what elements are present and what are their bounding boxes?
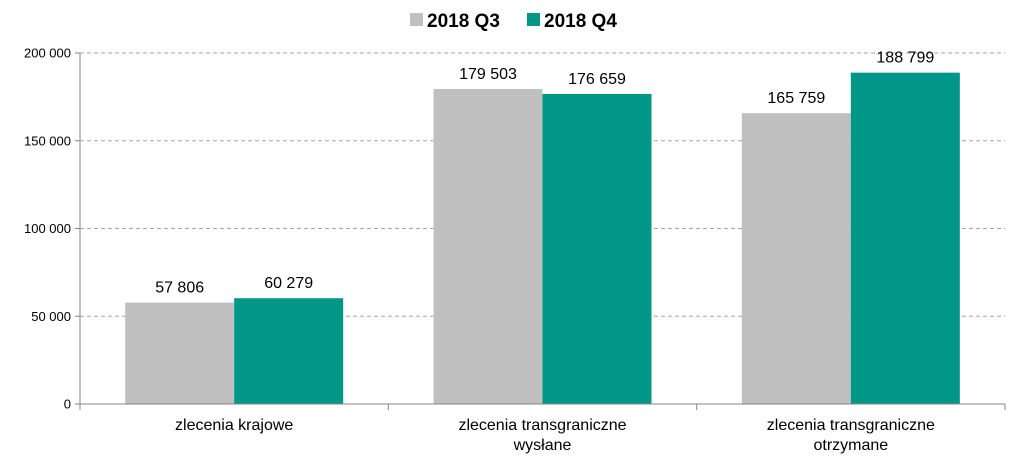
x-category-label: zlecenia transgraniczne bbox=[767, 417, 935, 434]
data-label: 179 503 bbox=[459, 66, 517, 83]
labels: 0 50 000 100 000 150 000 200 000 57 806 60 279… bbox=[24, 46, 935, 455]
legend-swatch bbox=[527, 13, 540, 26]
x-category-label: zlecenia transgraniczne bbox=[458, 417, 626, 434]
y-tick-label: 0 bbox=[64, 397, 71, 412]
y-tick-label: 50 000 bbox=[31, 309, 71, 324]
x-category-label: otrzymane bbox=[813, 437, 888, 454]
bar bbox=[125, 302, 235, 404]
data-label: 60 279 bbox=[264, 275, 313, 292]
axes bbox=[75, 52, 1006, 410]
legend-label: 2018 Q3 bbox=[427, 11, 500, 32]
bar bbox=[234, 298, 344, 404]
y-tick-label: 150 000 bbox=[24, 133, 71, 148]
bar bbox=[741, 113, 851, 404]
bar bbox=[542, 93, 652, 405]
data-label: 57 806 bbox=[155, 280, 204, 297]
legend-label: 2018 Q4 bbox=[544, 11, 617, 32]
legend-swatch bbox=[410, 13, 423, 26]
bar bbox=[850, 72, 960, 405]
y-tick-label: 200 000 bbox=[24, 46, 71, 61]
legend: 2018 Q3 2018 Q4 bbox=[410, 11, 617, 32]
data-label: 188 799 bbox=[876, 50, 934, 67]
bar bbox=[433, 88, 543, 405]
x-category-label: wysłane bbox=[513, 437, 572, 454]
x-category-label: zlecenia krajowe bbox=[175, 417, 293, 434]
data-label: 176 659 bbox=[568, 71, 626, 88]
data-label: 165 759 bbox=[767, 90, 825, 107]
bars bbox=[125, 72, 960, 405]
y-tick-label: 100 000 bbox=[24, 221, 71, 236]
